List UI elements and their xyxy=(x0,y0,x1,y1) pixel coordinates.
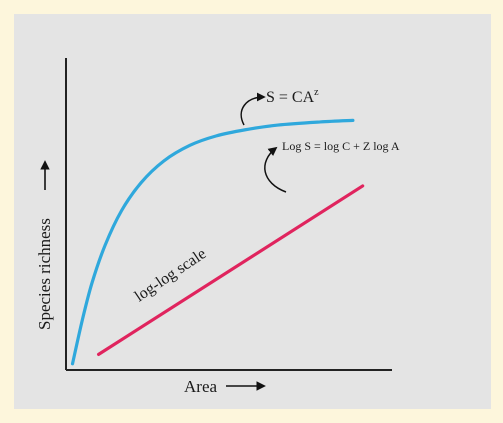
power-law-superscript: z xyxy=(314,87,319,98)
series-layer xyxy=(70,118,365,366)
log-equation-label: Log S = log C + Z log A xyxy=(282,139,400,153)
power-law-curve xyxy=(70,118,355,366)
power-law-pointer xyxy=(240,92,266,126)
log-equation-pointer xyxy=(264,146,287,193)
log-log-line xyxy=(97,184,365,356)
x-axis-label: Area xyxy=(184,377,217,396)
chart-panel xyxy=(14,14,491,409)
log-log-scale-label: log-log scale xyxy=(132,245,210,305)
y-axis-label: Species richness xyxy=(35,218,54,330)
power-law-label: S = CAz xyxy=(266,87,319,106)
power-law-text: S = CA xyxy=(266,89,315,106)
